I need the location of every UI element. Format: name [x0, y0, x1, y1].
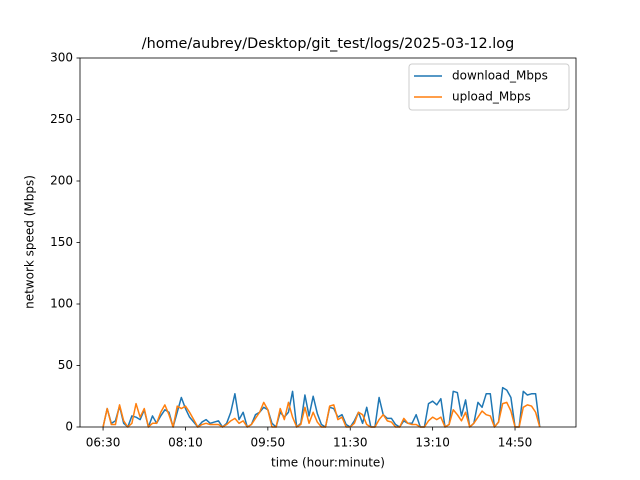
y-tick-label: 0 [65, 420, 73, 434]
chart-title: /home/aubrey/Desktop/git_test/logs/2025-… [142, 36, 514, 52]
x-tick-label: 09:50 [251, 436, 286, 450]
y-tick-label: 150 [50, 235, 73, 249]
axes-frame [79, 57, 577, 428]
x-tick-label: 08:10 [168, 436, 203, 450]
y-tick-label: 200 [50, 174, 73, 188]
x-tick-label: 13:10 [415, 436, 450, 450]
x-axis-label: time (hour:minute) [271, 456, 385, 470]
x-tick-label: 06:30 [86, 436, 121, 450]
legend-label: download_Mbps [452, 69, 548, 83]
y-tick-label: 250 [50, 112, 73, 126]
y-axis-label: network speed (Mbps) [23, 175, 37, 309]
data-line [102, 386, 541, 428]
legend-box [408, 63, 570, 111]
x-tick-label: 11:30 [333, 436, 368, 450]
legend-label: upload_Mbps [452, 90, 531, 104]
y-tick-label: 100 [50, 297, 73, 311]
y-tick-label: 50 [58, 358, 73, 372]
x-tick-label: 14:50 [498, 436, 533, 450]
y-tick-label: 300 [50, 51, 73, 65]
